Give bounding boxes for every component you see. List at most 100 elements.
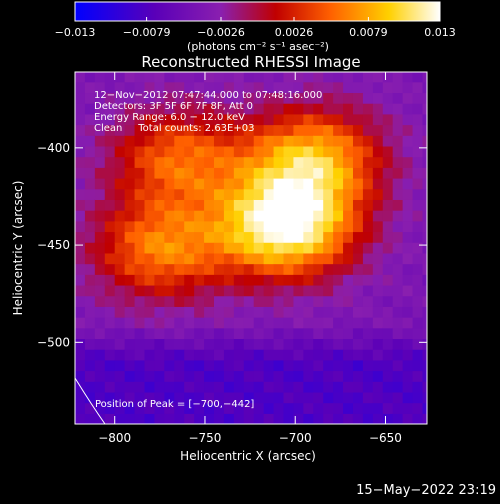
heatmap-cell — [323, 242, 334, 254]
heatmap-cell — [124, 81, 136, 94]
heatmap-cell — [144, 338, 156, 350]
heatmap-cell — [213, 81, 225, 94]
heatmap-cell — [124, 349, 136, 361]
colorbar-tick-label: −0.0026 — [197, 26, 245, 39]
heatmap-cell — [283, 252, 295, 265]
heatmap-cell — [94, 402, 106, 414]
heatmap-cell — [94, 156, 106, 168]
heatmap-cell — [134, 391, 146, 404]
heatmap-cell — [303, 199, 314, 211]
heatmap-cell — [352, 295, 364, 307]
heatmap-cell — [422, 210, 427, 222]
heatmap-cell — [313, 306, 324, 318]
heatmap-cell — [283, 92, 295, 104]
heatmap-cell — [124, 72, 136, 83]
heatmap-cell — [243, 103, 255, 115]
heatmap-cell — [75, 92, 86, 104]
heatmap-cell — [382, 72, 394, 83]
heatmap-cell — [184, 349, 195, 361]
heatmap-cell — [114, 72, 126, 83]
heatmap-cell — [293, 402, 304, 414]
heatmap-cell — [174, 113, 185, 126]
x-tick-label: −750 — [188, 431, 221, 445]
heatmap-cell — [422, 145, 427, 158]
heatmap-cell — [154, 252, 165, 265]
heatmap-cell — [104, 306, 116, 318]
heatmap-cell — [362, 338, 374, 350]
heatmap-cell — [293, 317, 304, 329]
heatmap-cell — [114, 135, 126, 147]
heatmap-cell — [164, 381, 175, 393]
heatmap-cell — [114, 317, 126, 329]
heatmap-cell — [263, 263, 275, 275]
heatmap-cell — [75, 177, 86, 190]
heatmap-cell — [422, 103, 427, 115]
heatmap-cell — [343, 306, 354, 318]
heatmap-cell — [412, 210, 424, 222]
heatmap-cell — [372, 284, 384, 297]
heatmap-cell — [273, 391, 285, 404]
heatmap-cell — [323, 391, 334, 404]
annotation-energy-range: Energy Range: 6.0 − 12.0 keV — [94, 112, 245, 123]
heatmap-cell — [94, 92, 106, 104]
heatmap-cell — [233, 306, 245, 318]
heatmap-cell — [114, 338, 126, 350]
heatmap-cell — [174, 199, 185, 211]
heatmap-cell — [134, 124, 146, 136]
heatmap-cell — [164, 242, 175, 254]
heatmap-cell — [263, 231, 275, 243]
heatmap-cell — [75, 252, 86, 265]
heatmap-cell — [253, 124, 265, 136]
heatmap-cell — [372, 92, 384, 104]
heatmap-cell — [233, 177, 245, 190]
heatmap-cell — [164, 145, 175, 158]
heatmap-cell — [223, 145, 235, 158]
heatmap-cell — [283, 263, 295, 275]
heatmap-cell — [124, 317, 136, 329]
heatmap-cell — [223, 220, 235, 233]
heatmap-cell — [213, 306, 225, 318]
heatmap-cell — [343, 391, 354, 404]
y-tick-label: −500 — [37, 335, 70, 349]
heatmap-cell — [194, 81, 205, 94]
heatmap-cell — [164, 263, 175, 275]
heatmap-cell — [204, 252, 215, 265]
heatmap-cell — [362, 92, 374, 104]
heatmap-cell — [223, 381, 235, 393]
heatmap-cell — [382, 210, 394, 222]
heatmap-cell — [273, 349, 285, 361]
heatmap-cell — [154, 113, 165, 126]
heatmap-cell — [392, 145, 404, 158]
colorbar-units: (photons cm⁻² s⁻¹ asec⁻²) — [187, 40, 329, 53]
heatmap-cell — [184, 252, 195, 265]
heatmap-cell — [303, 124, 314, 136]
heatmap-cell — [263, 72, 275, 83]
heatmap-cell — [174, 338, 185, 350]
heatmap-cell — [402, 220, 414, 233]
heatmap-cell — [273, 338, 285, 350]
heatmap-cell — [293, 188, 304, 200]
heatmap-cell — [392, 124, 404, 136]
heatmap-cell — [303, 263, 314, 275]
heatmap-cell — [392, 103, 404, 115]
heatmap-cell — [84, 349, 96, 361]
heatmap-cell — [114, 402, 126, 414]
heatmap-cell — [253, 274, 265, 286]
heatmap-cell — [124, 113, 136, 126]
heatmap-cell — [194, 359, 205, 372]
heatmap-cell — [372, 145, 384, 158]
heatmap-cell — [204, 370, 215, 382]
heatmap-cell — [94, 263, 106, 275]
heatmap-cell — [84, 103, 96, 115]
heatmap-cell — [293, 391, 304, 404]
heatmap-cell — [94, 359, 106, 372]
heatmap-cell — [204, 177, 215, 190]
heatmap-cell — [253, 199, 265, 211]
heatmap-cell — [104, 231, 116, 243]
heatmap-cell — [343, 145, 354, 158]
heatmap-cell — [84, 338, 96, 350]
heatmap-cell — [213, 135, 225, 147]
heatmap-cell — [134, 370, 146, 382]
heatmap-cell — [233, 72, 245, 83]
heatmap-cell — [412, 327, 424, 340]
